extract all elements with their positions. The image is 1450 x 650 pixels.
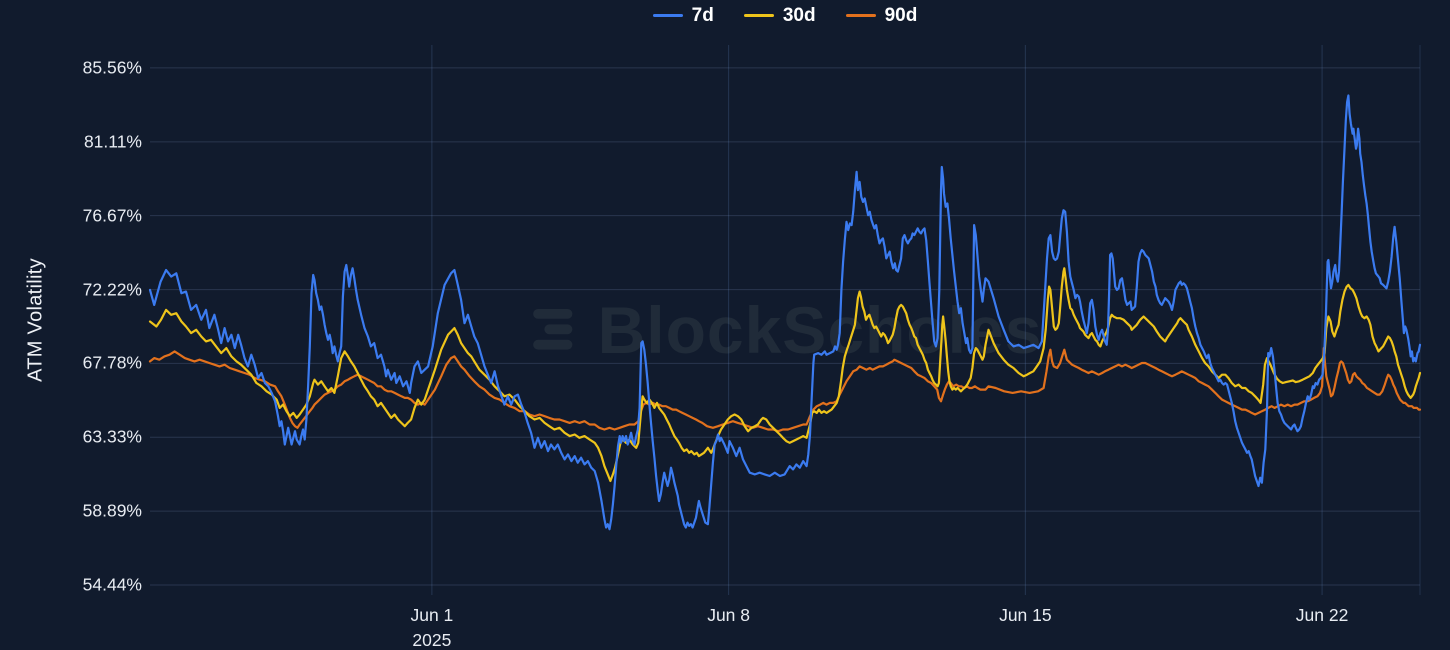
series-line-30d[interactable] [148,267,1422,483]
y-tick-label: 54.44% [82,574,142,595]
x-tick-label: Jun 22 [1295,605,1349,625]
y-tick-label: 63.33% [82,426,142,447]
y-tick-label: 58.89% [82,500,142,521]
legend-label-90d: 90d [884,5,918,26]
legend-swatch-30d-icon [743,13,774,18]
legend-item-90d[interactable]: 90d [845,5,918,26]
x-tick-label: Jun 8 [707,605,751,625]
legend-item-7d[interactable]: 7d [652,5,714,26]
legend-item-30d[interactable]: 30d [743,5,816,26]
x-tick-sublabel: 2025 [412,630,452,650]
legend-label-7d: 7d [691,5,714,26]
legend-label-30d: 30d [782,5,816,26]
legend: 7d 30d 90d [150,6,1420,25]
legend-swatch-90d-icon [845,13,876,18]
legend-swatch-7d-icon [652,13,683,18]
y-tick-label: 72.22% [82,279,142,300]
series-line-90d[interactable] [148,347,1422,433]
y-tick-label: 81.11% [83,131,142,152]
series-line-7d[interactable] [148,94,1422,531]
y-tick-label: 85.56% [82,57,142,78]
y-tick-label: 67.78% [82,352,142,373]
x-tick-label: Jun 1 2025 [410,603,453,650]
y-tick-label: 76.67% [82,205,142,226]
x-tick-label: Jun 15 [999,605,1052,625]
